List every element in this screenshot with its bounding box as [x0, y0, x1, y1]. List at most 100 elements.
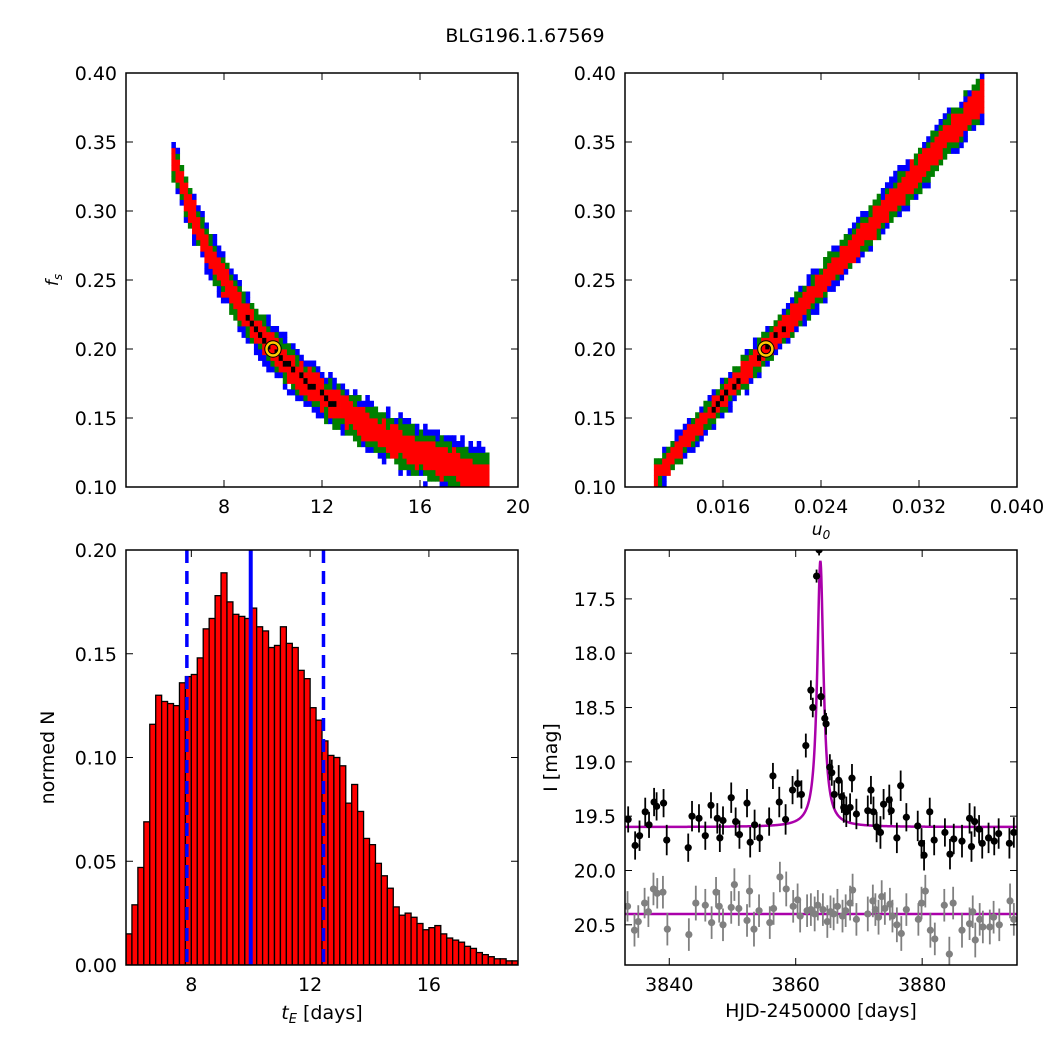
heatmap-cell-green: [691, 418, 696, 425]
heatmap-cell-blue: [938, 119, 944, 126]
heatmap-cell-red: [963, 107, 968, 114]
heatmap-cell-green: [868, 205, 873, 212]
heatmap-cell-green: [831, 251, 836, 258]
heatmap-cell-blue: [823, 297, 828, 304]
histogram-bar: [267, 646, 276, 965]
heatmap-cell-blue: [340, 383, 346, 390]
heatmap-cell-green: [435, 441, 440, 448]
heatmap-cell-blue: [893, 176, 898, 183]
histogram-bar: [131, 904, 139, 965]
heatmap-cell-red: [765, 349, 770, 356]
heatmap-cell-red: [216, 257, 222, 264]
histogram-bar: [333, 756, 341, 965]
heatmap-cell-green: [773, 320, 779, 327]
heatmap-cell-red: [179, 182, 185, 189]
heatmap-cell-blue: [901, 165, 906, 172]
heatmap-cell-green: [905, 193, 911, 200]
heatmap-cell-red: [196, 222, 201, 229]
heatmap-cell-red: [950, 136, 956, 143]
heatmap-cell-red: [418, 452, 424, 459]
heatmap-cell-blue: [728, 406, 733, 413]
heatmap-cell-red: [839, 262, 845, 269]
datapoint-black: [995, 829, 1003, 838]
histogram-bar: [475, 951, 484, 965]
heatmap-cell-red: [889, 205, 894, 212]
heatmap-cell-red: [212, 262, 218, 269]
heatmap-cell-blue: [856, 216, 861, 223]
heatmap-cell-red: [963, 124, 968, 131]
heatmap-cell-blue: [299, 354, 304, 361]
heatmap-cell-red: [856, 251, 861, 258]
heatmap-cell-blue: [245, 297, 251, 304]
heatmap-cell-green: [707, 418, 713, 425]
heatmap-cell-red: [860, 234, 865, 241]
histogram-bar: [416, 922, 424, 965]
heatmap-cell-red: [732, 377, 737, 384]
heatmap-cell-blue: [785, 303, 791, 310]
heatmap-cell-blue: [192, 193, 197, 200]
heatmap-cell-red: [406, 435, 412, 442]
heatmap-cell-blue: [926, 136, 931, 143]
heatmap-cell-blue: [678, 429, 684, 436]
heatmap-cell-green: [856, 222, 861, 229]
heatmap-cell-green: [369, 406, 374, 413]
heatmap-cell-green: [187, 222, 193, 229]
heatmap-cell-red: [208, 251, 214, 258]
heatmap-cell-red: [926, 153, 931, 160]
heatmap-cell-green: [286, 343, 292, 350]
datapoint-gray: [995, 921, 1003, 929]
heatmap-cell-red: [934, 153, 939, 160]
heatmap-cell-red: [674, 446, 680, 453]
heatmap-cell-green: [889, 216, 894, 223]
heatmap-cell-green: [876, 193, 882, 200]
heatmap-cell-green: [765, 331, 770, 338]
heatmap-cell-green: [456, 481, 461, 487]
heatmap-cell-blue: [934, 124, 939, 131]
heatmap-cell-red: [913, 165, 919, 172]
heatmap-cell-red: [719, 400, 725, 407]
heatmap-cell-red: [884, 205, 890, 212]
heatmap-cell-red: [670, 446, 675, 453]
heatmap-cell-green: [431, 475, 436, 482]
heatmap-cell-red: [917, 153, 923, 160]
heatmap-cell-red: [443, 452, 449, 459]
heatmap-cell-blue: [476, 441, 482, 448]
heatmap-cell-blue: [802, 314, 807, 321]
heatmap-cell-blue: [728, 400, 733, 407]
datapoint-black: [822, 720, 830, 728]
heatmap-cell-green: [328, 377, 333, 384]
p4-ytick-label: 20.0: [574, 860, 616, 882]
heatmap-cell-blue: [278, 372, 284, 379]
histogram-bar: [256, 626, 264, 965]
heatmap-cell-red: [930, 147, 935, 154]
heatmap-cell-red: [761, 354, 766, 361]
heatmap-cell-green: [897, 170, 902, 177]
heatmap-cell-red: [286, 372, 292, 379]
datapoint-black: [835, 776, 843, 784]
heatmap-cell-red: [719, 389, 725, 396]
heatmap-cell-red: [175, 165, 181, 172]
heatmap-cell-red: [868, 234, 873, 241]
heatmap-cell-red: [847, 245, 853, 252]
heatmap-cell-green: [311, 400, 317, 407]
heatmap-cell-blue: [192, 239, 197, 246]
heatmap-cell-green: [439, 435, 445, 442]
heatmap-cell-red: [460, 458, 465, 465]
heatmap-cell-red: [472, 475, 478, 482]
heatmap-cell-green: [864, 216, 869, 223]
heatmap-cell-green: [427, 435, 432, 442]
heatmap-cell-red: [299, 377, 304, 384]
heatmap-cell-green: [942, 119, 948, 126]
heatmap-cell-red: [781, 320, 787, 327]
heatmap-cell-blue: [451, 441, 457, 448]
heatmap-cell-green: [365, 441, 370, 448]
heatmap-cell-green: [691, 441, 696, 448]
heatmap-cell-red: [946, 136, 952, 143]
best-fit-marker-ring-inner: [760, 343, 772, 355]
heatmap-cell-red: [381, 418, 387, 425]
heatmap-cell-green: [736, 366, 741, 373]
heatmap-cell-red: [740, 377, 746, 384]
heatmap-cell-red: [204, 245, 209, 252]
heatmap-cell-green: [229, 303, 234, 310]
p2-xtick-label: 0.040: [990, 496, 1044, 518]
